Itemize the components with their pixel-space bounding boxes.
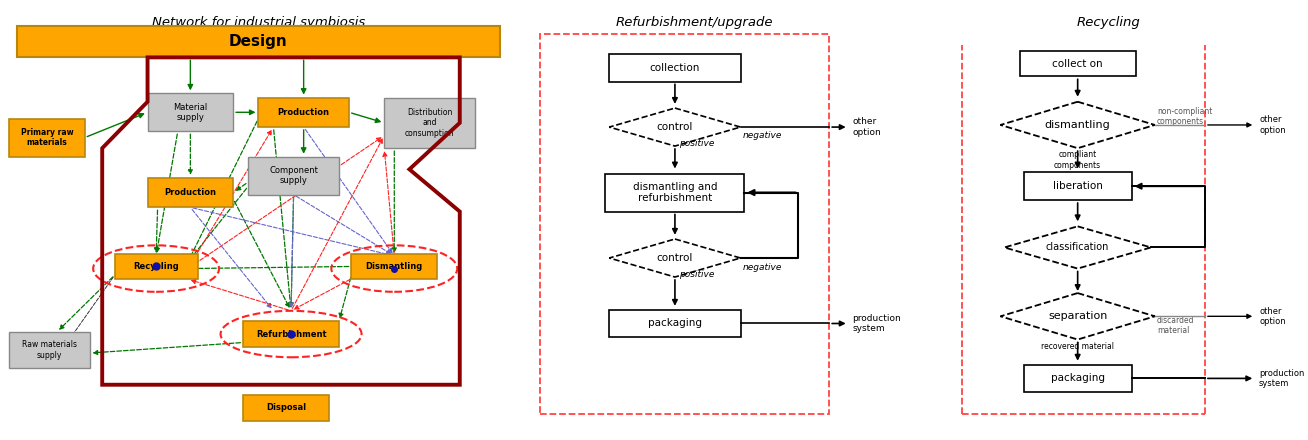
Text: compliant
components: compliant components — [1054, 150, 1101, 170]
Text: Production: Production — [277, 108, 330, 117]
Text: control: control — [657, 122, 693, 132]
FancyBboxPatch shape — [1024, 365, 1131, 392]
Text: other
option: other option — [853, 117, 882, 137]
Text: separation: separation — [1048, 312, 1108, 321]
Text: production
system: production system — [1260, 369, 1304, 388]
FancyBboxPatch shape — [115, 254, 198, 279]
Text: discarded
material: discarded material — [1156, 316, 1194, 335]
Text: Material
supply: Material supply — [173, 103, 208, 122]
Text: dismantling: dismantling — [1045, 120, 1110, 130]
Text: Production: Production — [165, 188, 216, 197]
Text: Design: Design — [229, 34, 288, 49]
Text: Refurbishment/upgrade: Refurbishment/upgrade — [616, 16, 773, 29]
Text: Refurbishment: Refurbishment — [256, 330, 327, 338]
Text: positive: positive — [679, 139, 714, 148]
FancyBboxPatch shape — [610, 54, 740, 82]
Text: classification: classification — [1046, 242, 1109, 253]
Text: Disposal: Disposal — [266, 403, 306, 412]
FancyBboxPatch shape — [9, 332, 90, 368]
FancyBboxPatch shape — [243, 321, 339, 347]
FancyBboxPatch shape — [259, 98, 349, 127]
Text: production
system: production system — [853, 314, 901, 333]
Text: Raw materials
supply: Raw materials supply — [22, 341, 77, 360]
Text: recovered material: recovered material — [1041, 341, 1114, 351]
Text: dismantling and
refurbishment: dismantling and refurbishment — [633, 182, 717, 203]
Text: non-compliant
components: non-compliant components — [1156, 107, 1213, 126]
Text: negative: negative — [743, 131, 782, 140]
FancyBboxPatch shape — [249, 157, 339, 194]
Text: Network for industrial symbiosis: Network for industrial symbiosis — [152, 16, 365, 29]
FancyBboxPatch shape — [606, 173, 744, 212]
FancyBboxPatch shape — [9, 119, 85, 157]
Text: collect on: collect on — [1053, 59, 1103, 69]
FancyBboxPatch shape — [1024, 172, 1131, 200]
Text: negative: negative — [743, 263, 782, 272]
FancyBboxPatch shape — [1020, 51, 1135, 77]
Text: Distribution
and
consumption: Distribution and consumption — [404, 108, 454, 138]
Text: Recycling: Recycling — [133, 262, 179, 271]
Text: Recycling: Recycling — [1076, 16, 1141, 29]
FancyBboxPatch shape — [610, 310, 740, 337]
Text: Dismantling: Dismantling — [366, 262, 422, 271]
FancyBboxPatch shape — [385, 98, 475, 148]
Text: Component
supply: Component supply — [269, 166, 318, 185]
FancyBboxPatch shape — [148, 178, 233, 207]
Text: positive: positive — [679, 270, 714, 279]
Text: other
option: other option — [1260, 115, 1286, 135]
Text: collection: collection — [650, 63, 700, 73]
FancyBboxPatch shape — [17, 26, 500, 57]
Text: packaging: packaging — [1050, 374, 1105, 383]
FancyBboxPatch shape — [243, 395, 328, 421]
FancyBboxPatch shape — [352, 254, 437, 279]
Text: liberation: liberation — [1053, 181, 1103, 191]
Text: control: control — [657, 253, 693, 263]
Text: other
option: other option — [1260, 307, 1286, 326]
FancyBboxPatch shape — [148, 93, 233, 131]
Text: packaging: packaging — [647, 319, 702, 329]
Text: Primary raw
materials: Primary raw materials — [21, 128, 73, 147]
